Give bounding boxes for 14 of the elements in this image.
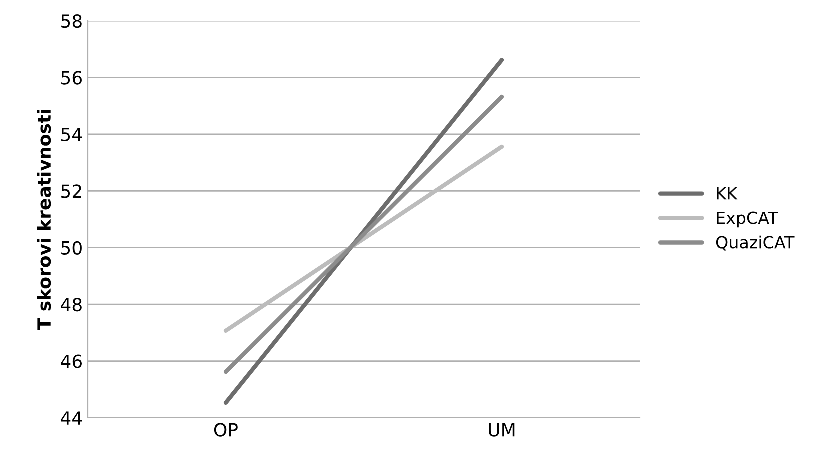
x-tick-label: UM [489, 423, 515, 437]
y-tick-label: 54 [62, 128, 82, 142]
legend-label: QuaziCAT [716, 236, 795, 251]
y-tick-label: 58 [62, 14, 82, 28]
y-tick-label: 56 [62, 71, 82, 85]
y-tick-label: 48 [61, 298, 82, 312]
y-axis-title: T skorovi kreativnosti [37, 110, 52, 330]
x-tick-label: OP [214, 423, 238, 437]
y-tick-label: 50 [62, 241, 82, 255]
y-tick-label: 52 [62, 184, 82, 198]
y-tick-label: 44 [61, 412, 82, 425]
legend-label: ExpCAT [717, 212, 778, 228]
y-tick-label: 46 [61, 354, 82, 368]
legend-label: KK [717, 187, 738, 200]
